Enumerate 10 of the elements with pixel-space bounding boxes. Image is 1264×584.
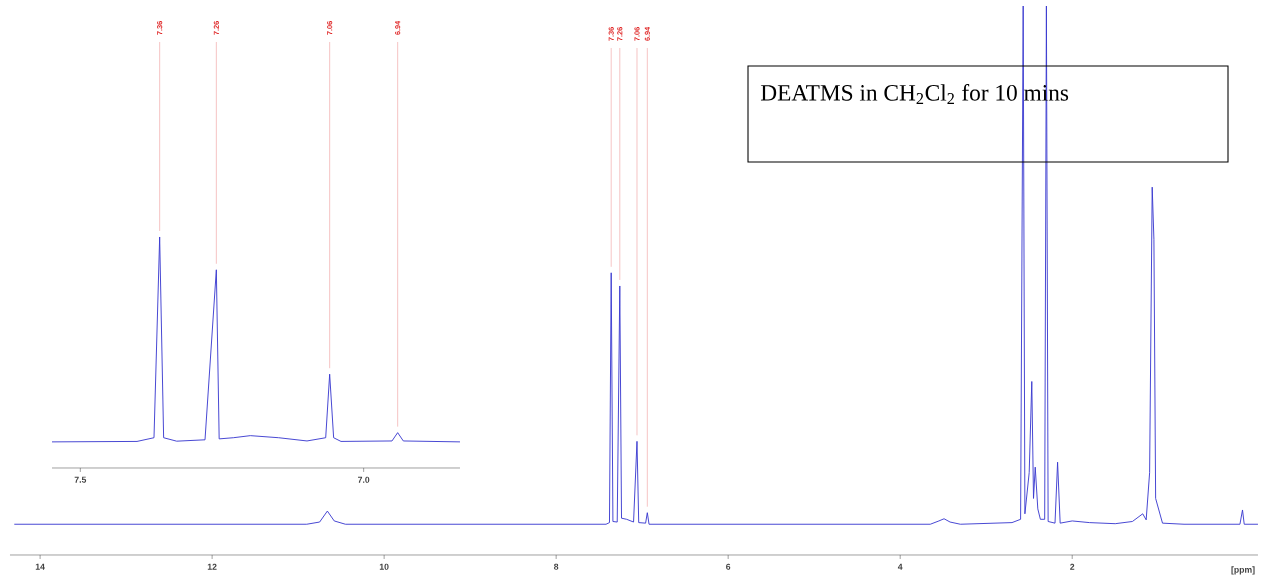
x-tick-label: 8 <box>554 563 559 570</box>
x-tick-label: 4 <box>897 563 903 570</box>
x-tick-label: 7.0 <box>358 476 370 483</box>
x-tick-label: 2 <box>1070 563 1075 570</box>
x-tick-label: 12 <box>207 563 217 570</box>
x-axis-title: [ppm] <box>1231 566 1255 575</box>
x-tick-label: 7.5 <box>74 476 87 483</box>
x-tick-label: 6 <box>726 563 731 570</box>
x-tick-label: 14 <box>35 563 45 570</box>
x-tick-label: 10 <box>379 563 389 570</box>
